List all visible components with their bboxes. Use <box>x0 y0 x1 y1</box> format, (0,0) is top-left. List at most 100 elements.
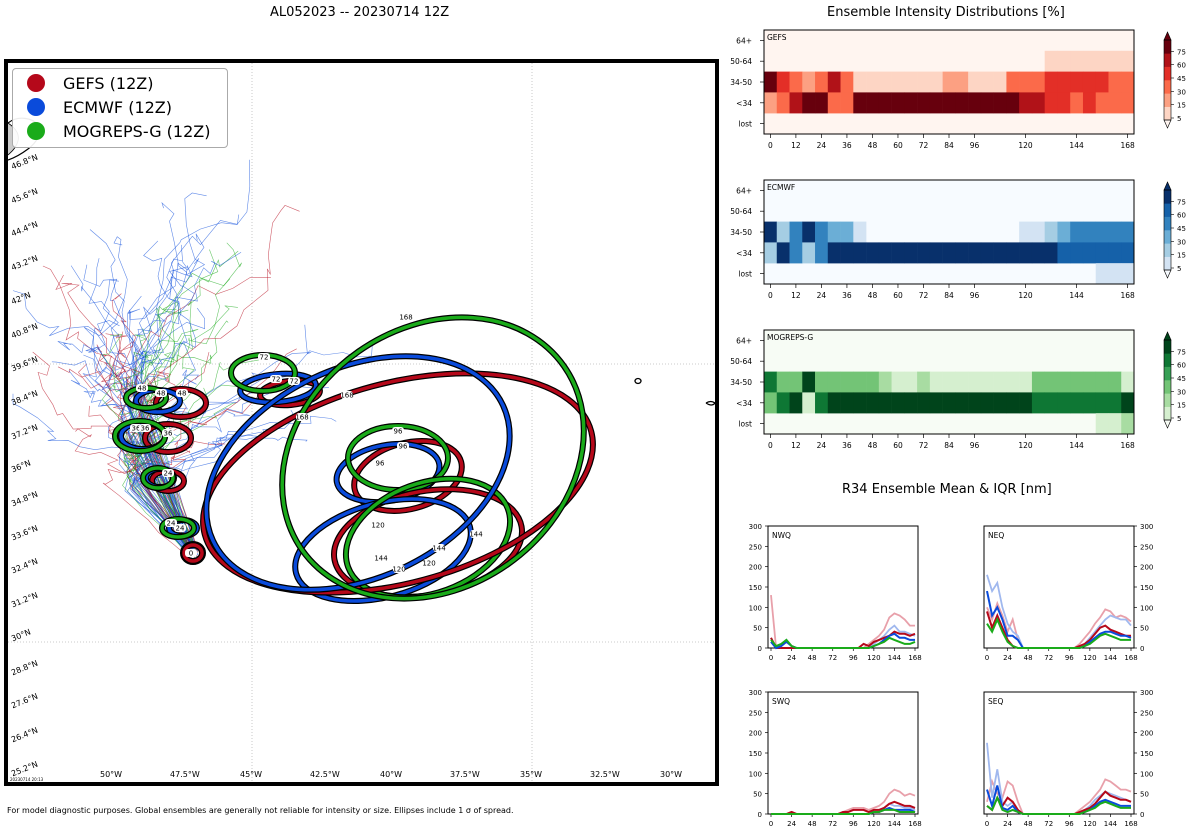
heatmap-xtick-label: 24 <box>817 441 827 450</box>
mogreps-ellipse <box>160 517 196 539</box>
ellipse-label-bg <box>372 521 384 529</box>
ellipse-label-bg <box>176 389 188 397</box>
ensemble-track <box>114 379 191 556</box>
ellipse-tau-label: 36 <box>164 430 173 438</box>
heatmap-cell <box>1108 221 1122 243</box>
r34-xtick-label: 168 <box>908 654 921 662</box>
colorbar-segment <box>1164 256 1171 271</box>
heatmap-xtick-label: 12 <box>791 441 801 450</box>
ellipse-tau-label: 96 <box>399 443 408 451</box>
heatmap-row-label: 34-50 <box>730 228 752 237</box>
r34-xtick-label: 96 <box>849 654 858 662</box>
heatmap-cell <box>827 71 841 93</box>
heatmap-xtick-label: 48 <box>868 291 878 300</box>
heatmap-cell <box>764 242 778 264</box>
heatmap-cell <box>776 242 790 264</box>
heatmap-cell <box>942 242 956 264</box>
heatmap-cell <box>878 371 892 393</box>
heatmap-cell <box>802 371 816 393</box>
heatmap-cell <box>840 242 854 264</box>
r34-ytick-label: 300 <box>1140 689 1153 697</box>
heatmap-model-label: ECMWF <box>767 183 795 192</box>
r34-xtick-label: 168 <box>1124 654 1137 662</box>
heatmap-cell <box>1057 371 1071 393</box>
r34-xtick-label: 120 <box>867 654 880 662</box>
heatmap-cell <box>764 392 778 414</box>
heatmap-cell <box>968 392 982 414</box>
footnote: For model diagnostic purposes. Global en… <box>7 806 514 815</box>
heatmap-cell <box>891 242 905 264</box>
lon-label: 40°W <box>380 770 403 779</box>
heatmap-cell <box>1095 92 1109 114</box>
r34-chart-swq: SWQ 0 50 100 150 200 250 300 0 24 48 72 96 120 144 168 <box>749 689 922 828</box>
heatmap-cell <box>878 392 892 414</box>
heatmap-xtick-label: 168 <box>1120 291 1135 300</box>
heatmap-cell <box>904 392 918 414</box>
heatmap-cell <box>802 242 816 264</box>
ellipse-label-bg <box>185 549 197 557</box>
colorbar-segment <box>1164 366 1171 381</box>
heatmap-xtick-label: 168 <box>1120 141 1135 150</box>
heatmap-cell <box>955 242 969 264</box>
heatmap-cell <box>776 71 790 93</box>
heatmap-cell <box>853 242 867 264</box>
heatmap-xtick-label: 72 <box>919 291 929 300</box>
heatmap-cell <box>1019 71 1033 93</box>
r34-ytick-label: 50 <box>1140 625 1149 633</box>
heatmap-cell <box>1070 50 1084 72</box>
heatmap-xtick-label: 60 <box>893 441 903 450</box>
heatmap-cell <box>917 371 931 393</box>
heatmap-cell <box>1070 92 1084 114</box>
heatmap-cell <box>993 71 1007 93</box>
lon-label: 30°W <box>660 770 683 779</box>
heatmap-cell <box>1019 92 1033 114</box>
mogreps-ellipse <box>280 315 586 601</box>
r34-ytick-label: 250 <box>749 543 762 551</box>
heatmap-row-label: 64+ <box>736 186 752 195</box>
colorbar-segment <box>1164 93 1171 107</box>
heatmap-cell <box>980 92 994 114</box>
ellipse-tau-label: 144 <box>432 545 446 553</box>
colorbar-segment <box>1164 230 1171 244</box>
heatmap-cell <box>1095 371 1109 393</box>
heatmap-xtick-label: 120 <box>1018 291 1033 300</box>
r34-title: R34 Ensemble Mean & IQR [nm] <box>842 482 1052 497</box>
heatmap-cell <box>1070 242 1084 264</box>
heatmap-cell <box>1108 242 1122 264</box>
r34-xtick-label: 72 <box>828 820 837 828</box>
colorbar-extend-min <box>1163 119 1172 129</box>
heatmap-cell <box>1121 71 1135 93</box>
legend-ecmwf: ECMWF (12Z) <box>27 96 172 118</box>
ellipse-tau-label: 36 <box>132 425 141 433</box>
heatmap-cell <box>853 71 867 93</box>
colorbar-segment <box>1164 80 1171 94</box>
heatmap-row-label: lost <box>738 270 752 279</box>
legend-gefs: GEFS (12Z) <box>27 72 153 94</box>
heatmap-cell <box>1057 392 1071 414</box>
heatmap-cell <box>840 92 854 114</box>
ensemble-track <box>126 441 226 549</box>
colorbar-tick-label: 75 <box>1177 348 1186 356</box>
colorbar-extend-max <box>1163 181 1172 191</box>
r34-xtick-label: 0 <box>769 654 773 662</box>
heatmap-cell <box>827 392 841 414</box>
lon-label: 47.5°W <box>170 770 200 779</box>
ensemble-track <box>136 244 198 551</box>
r34-xtick-label: 24 <box>1003 654 1012 662</box>
colorbar-tick-label: 15 <box>1177 102 1186 110</box>
heatmap-cell <box>891 71 905 93</box>
ellipse-label-bg <box>341 391 353 399</box>
r34-xtick-label: 48 <box>808 820 817 828</box>
heatmap-cell <box>980 71 994 93</box>
heatmap-cell <box>853 371 867 393</box>
heatmap-row-label: 34-50 <box>730 78 752 87</box>
heatmap-cell <box>802 392 816 414</box>
mogreps-ellipse <box>344 476 512 600</box>
heatmap-cell <box>827 92 841 114</box>
ellipse-label-bg <box>400 313 412 321</box>
heatmap-cell <box>1057 92 1071 114</box>
colorbar-tick-label: 15 <box>1177 252 1186 260</box>
heatmap-xtick-label: 24 <box>817 291 827 300</box>
ellipse-label-bg <box>296 413 308 421</box>
lon-label: 35°W <box>520 770 543 779</box>
